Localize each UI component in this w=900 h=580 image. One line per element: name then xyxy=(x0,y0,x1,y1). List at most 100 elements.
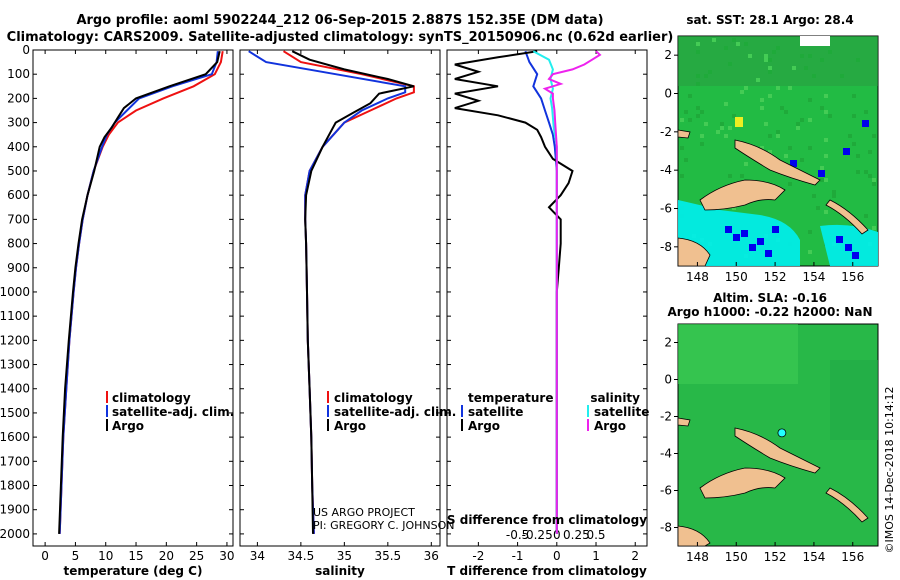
sst-pixel xyxy=(800,158,804,162)
sst-pixel xyxy=(704,74,708,78)
depth-tick-label: 1900 xyxy=(0,503,30,517)
lon-tick-label: 156 xyxy=(841,550,864,564)
sst-pixel xyxy=(864,110,868,114)
legend-label-climatology: climatology xyxy=(334,391,413,405)
depth-tick-label: 1400 xyxy=(0,382,30,396)
x-tick-label: 25 xyxy=(189,549,204,563)
series-line-satellite-salinity- xyxy=(532,50,558,534)
lon-tick-label: 150 xyxy=(725,270,748,284)
sst-pixel xyxy=(768,150,772,154)
sst-pixel xyxy=(784,154,788,158)
profile-lines-layer xyxy=(58,50,602,534)
legend-label-climatology: climatology xyxy=(112,391,191,405)
sla-light-band xyxy=(678,324,798,384)
png-mainland xyxy=(677,525,711,547)
sst-pixel xyxy=(824,178,828,182)
depth-tick-label: 600 xyxy=(7,188,30,202)
sst-pixel xyxy=(724,102,728,106)
sst-blue-cell xyxy=(772,226,779,233)
sst-pixel xyxy=(820,58,824,62)
argo-float-marker xyxy=(777,428,787,438)
sst-pixel xyxy=(776,130,780,134)
sst-blue-cell xyxy=(845,244,852,251)
depth-tick-label: 1000 xyxy=(0,285,30,299)
sst-blue-cell xyxy=(725,226,732,233)
series-line-climatology xyxy=(58,51,224,534)
sst-pixel xyxy=(796,122,800,126)
sst-blue-cell xyxy=(862,120,869,127)
temperature-legend: climatology satellite-adj. clim. Argo xyxy=(106,391,234,433)
sst-pixel xyxy=(856,170,860,174)
manus-land xyxy=(677,417,691,427)
sst-pixel xyxy=(788,86,792,90)
legend-label-satellite: satellite-adj. clim. xyxy=(334,405,456,419)
sst-pixel xyxy=(868,150,872,154)
new-ireland-land xyxy=(734,139,821,186)
lat-tick-label: -2 xyxy=(660,410,672,424)
sst-pixel xyxy=(824,210,828,214)
sst-pixel xyxy=(824,110,828,114)
sst-pixel xyxy=(816,206,820,210)
lon-tick-label: 148 xyxy=(686,270,709,284)
sst-pixel xyxy=(868,174,872,178)
legend-title-salinity: salinity xyxy=(590,391,640,405)
sst-pixel xyxy=(840,74,844,78)
sst-pixel xyxy=(864,214,868,218)
sst-pixel xyxy=(680,118,684,122)
sst-blue-cell xyxy=(765,250,772,257)
sst-pixel xyxy=(832,190,836,194)
sdiff-xlabel: S difference from climatology xyxy=(447,513,647,527)
sst-pixel xyxy=(832,194,836,198)
lat-tick-label: 2 xyxy=(664,336,672,350)
lat-tick-label: 0 xyxy=(664,373,672,387)
lon-tick-label: 156 xyxy=(841,270,864,284)
legend-label-argo: Argo xyxy=(112,419,144,433)
sst-blue-cell xyxy=(852,252,859,259)
difference-legend: temperature satellite Argo salinity sate… xyxy=(461,391,649,433)
x-tick-label: 20 xyxy=(159,549,174,563)
series-line-argo-salinity- xyxy=(542,50,602,534)
depth-tick-label: 0 xyxy=(22,43,30,57)
sst-pixel xyxy=(684,158,688,162)
sst-pixel xyxy=(740,174,744,178)
sst-pixel xyxy=(776,86,780,90)
x-tick-label: 30 xyxy=(219,549,234,563)
difference-panel xyxy=(446,49,648,547)
temperature-xlabel: temperature (deg C) xyxy=(64,564,203,578)
sst-pixel xyxy=(724,134,728,138)
sst-pixel xyxy=(872,178,876,182)
sst-pixel xyxy=(728,126,732,130)
manus-land xyxy=(677,129,691,139)
legend-label-s-satellite: satellite xyxy=(594,405,649,419)
sst-blue-cell xyxy=(818,170,825,177)
x-tick-label: 15 xyxy=(128,549,143,563)
sst-pixel xyxy=(700,134,704,138)
png-mainland xyxy=(677,237,711,267)
depth-tick-label: 400 xyxy=(7,140,30,154)
sst-pixel xyxy=(812,194,816,198)
depth-tick-label: 1700 xyxy=(0,454,30,468)
lat-tick-label: -8 xyxy=(660,521,672,535)
series-line-climatology xyxy=(282,50,415,534)
sla-dark-band xyxy=(830,360,878,440)
depth-tick-label: 1800 xyxy=(0,479,30,493)
sst-dark-band xyxy=(678,36,878,86)
sst-pixel xyxy=(824,138,828,142)
depth-tick-label: 200 xyxy=(7,91,30,105)
sst-blue-cell xyxy=(757,238,764,245)
series-line-satellite-adj-clim- xyxy=(248,50,407,534)
depth-tick-label: 900 xyxy=(7,261,30,275)
depth-tick-label: 1300 xyxy=(0,358,30,372)
sst-pixel xyxy=(768,70,772,74)
sst-pixel xyxy=(856,58,860,62)
x-tick-label: 0 xyxy=(41,549,49,563)
imos-watermark: ©IMOS 14-Dec-2018 10:14:12 xyxy=(883,387,896,554)
x-tick-label: 10 xyxy=(98,549,113,563)
sst-pixel xyxy=(732,206,736,210)
new-britain-land xyxy=(699,179,786,211)
x-tick-label: -1 xyxy=(512,549,524,563)
x-tick-label: 34.5 xyxy=(288,549,315,563)
sst-pixel xyxy=(704,122,708,126)
sst-blue-cell xyxy=(843,148,850,155)
